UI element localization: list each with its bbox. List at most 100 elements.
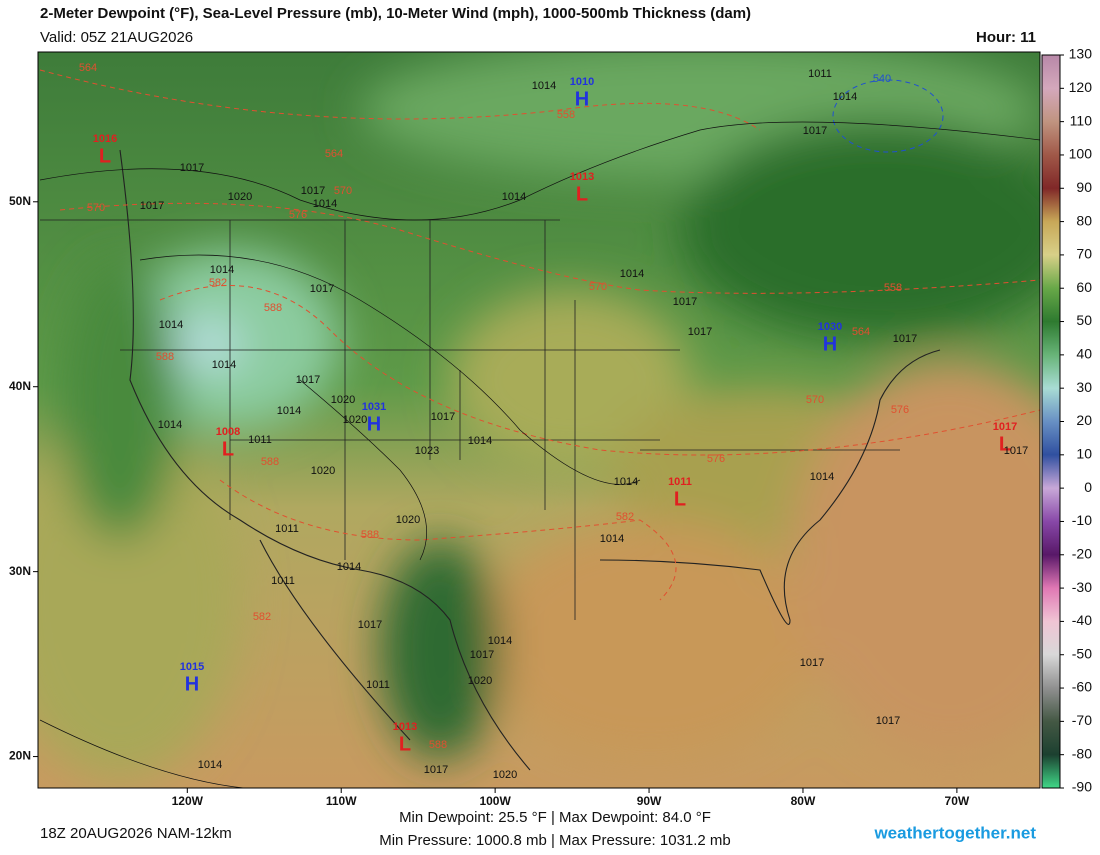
map-field bbox=[38, 52, 1040, 788]
isobar-label: 1020 bbox=[331, 394, 355, 406]
isobar-label: 1017 bbox=[1004, 445, 1028, 457]
center-letter: L bbox=[99, 145, 111, 167]
x-tick-label: 90W bbox=[637, 794, 662, 808]
isobar-label: 1017 bbox=[800, 657, 824, 669]
isobar-label: 1011 bbox=[808, 68, 832, 80]
thickness-label: 558 bbox=[557, 109, 575, 121]
colorbar-tick-label: 10 bbox=[1076, 446, 1092, 462]
valid-time: Valid: 05Z 21AUG2026 bbox=[40, 29, 193, 46]
colorbar-tick-label: -30 bbox=[1072, 579, 1092, 595]
thickness-label: 564 bbox=[325, 148, 343, 160]
center-value: 1016 bbox=[93, 133, 117, 145]
isobar-label: 1020 bbox=[468, 675, 492, 687]
colorbar-tick-label: 120 bbox=[1069, 79, 1093, 95]
colorbar-tick-label: 90 bbox=[1076, 179, 1092, 195]
isobar-label: 1014 bbox=[810, 471, 834, 483]
thickness-label: 588 bbox=[261, 456, 279, 468]
thickness-label: 570 bbox=[806, 394, 824, 406]
center-letter: L bbox=[576, 183, 588, 205]
center-letter: L bbox=[999, 433, 1011, 455]
thickness-label: 570 bbox=[589, 281, 607, 293]
isobar-label: 1020 bbox=[343, 414, 367, 426]
isobar-label: 1017 bbox=[296, 374, 320, 386]
isobar-label: 1014 bbox=[159, 319, 183, 331]
center-letter: H bbox=[185, 673, 199, 695]
isobar-label: 1017 bbox=[358, 619, 382, 631]
thickness-label: 588 bbox=[264, 302, 282, 314]
colorbar-tick-label: 110 bbox=[1070, 112, 1093, 128]
thickness-contours bbox=[39, 69, 1040, 601]
isobar-label: 1017 bbox=[893, 333, 917, 345]
thickness-label: 576 bbox=[707, 453, 725, 465]
colorbar-tick-label: 80 bbox=[1076, 212, 1092, 228]
center-value: 1011 bbox=[668, 476, 692, 488]
isobar-label: 1014 bbox=[337, 561, 361, 573]
colorbar-tick-label: 70 bbox=[1076, 246, 1092, 262]
center-value: 1008 bbox=[216, 426, 240, 438]
isobar-label: 1017 bbox=[180, 162, 204, 174]
center-value: 1010 bbox=[570, 76, 594, 88]
isobar-label: 1014 bbox=[488, 635, 512, 647]
thickness-label: 588 bbox=[361, 529, 379, 541]
title: 2-Meter Dewpoint (°F), Sea-Level Pressur… bbox=[40, 5, 751, 22]
center-value: 1015 bbox=[180, 661, 204, 673]
colorbar-tick-label: 50 bbox=[1076, 312, 1092, 328]
thickness-contour-cold bbox=[832, 79, 944, 153]
center-letter: L bbox=[674, 488, 686, 510]
colorbar-tick-label: -80 bbox=[1072, 745, 1092, 761]
colorbar-tick-label: 60 bbox=[1076, 279, 1092, 295]
y-tick-label: 40N bbox=[9, 379, 31, 393]
thickness-label: 582 bbox=[616, 511, 634, 523]
colorbar-tick-label: -50 bbox=[1072, 645, 1092, 661]
colorbar-tick-label: -40 bbox=[1072, 612, 1092, 628]
isobar-label: 1017 bbox=[424, 764, 448, 776]
thickness-label: 564 bbox=[852, 326, 870, 338]
x-tick-label: 80W bbox=[791, 794, 816, 808]
site-credit: weathertogether.net bbox=[873, 823, 1036, 842]
y-tick-label: 50N bbox=[9, 194, 31, 208]
isobar-label: 1017 bbox=[803, 125, 827, 137]
thickness-label: 588 bbox=[156, 351, 174, 363]
thickness-label: 582 bbox=[253, 611, 271, 623]
isobar-label: 1023 bbox=[415, 445, 439, 457]
isobar-label: 1017 bbox=[301, 185, 325, 197]
isobar-label: 1017 bbox=[673, 296, 697, 308]
colorbar-tick-label: -70 bbox=[1072, 712, 1092, 728]
isobar-label: 1017 bbox=[688, 326, 712, 338]
colorbar-tick-label: -60 bbox=[1072, 679, 1092, 695]
pressure-stats: Min Pressure: 1000.8 mb | Max Pressure: … bbox=[379, 832, 731, 849]
isobar-label: 1020 bbox=[228, 191, 252, 203]
thickness-label: 570 bbox=[334, 185, 352, 197]
y-tick-label: 30N bbox=[9, 564, 31, 578]
center-letter: H bbox=[575, 88, 589, 110]
center-letter: H bbox=[823, 333, 837, 355]
isobar-label: 1020 bbox=[311, 465, 335, 477]
isobar-label: 1017 bbox=[876, 715, 900, 727]
isobar-label: 1014 bbox=[532, 80, 556, 92]
center-letter: L bbox=[222, 438, 234, 460]
isobar-label: 1011 bbox=[248, 434, 272, 446]
center-letter: H bbox=[367, 413, 381, 435]
center-value: 1017 bbox=[993, 421, 1017, 433]
center-value: 1030 bbox=[818, 321, 842, 333]
thickness-label: 588 bbox=[429, 739, 447, 751]
forecast-hour: Hour: 11 bbox=[976, 29, 1036, 46]
isobar-label: 1020 bbox=[396, 514, 420, 526]
colorbar-tick-label: -10 bbox=[1072, 512, 1092, 528]
isobar-label: 1014 bbox=[212, 359, 236, 371]
x-tick-label: 120W bbox=[172, 794, 204, 808]
colorbar-tick-label: -20 bbox=[1072, 545, 1092, 561]
isobar-label: 1014 bbox=[277, 405, 301, 417]
x-tick-label: 100W bbox=[479, 794, 511, 808]
colorbar-tick-label: 100 bbox=[1069, 146, 1093, 162]
center-value: 1013 bbox=[570, 171, 594, 183]
map-frame bbox=[37, 51, 1041, 789]
isobar-label: 1014 bbox=[600, 533, 624, 545]
isobar-label: 1014 bbox=[614, 476, 638, 488]
isobar-label: 1014 bbox=[313, 198, 337, 210]
isobar-label: 1014 bbox=[198, 759, 222, 771]
boundaries bbox=[40, 149, 941, 771]
isobar-label: 1014 bbox=[158, 419, 182, 431]
